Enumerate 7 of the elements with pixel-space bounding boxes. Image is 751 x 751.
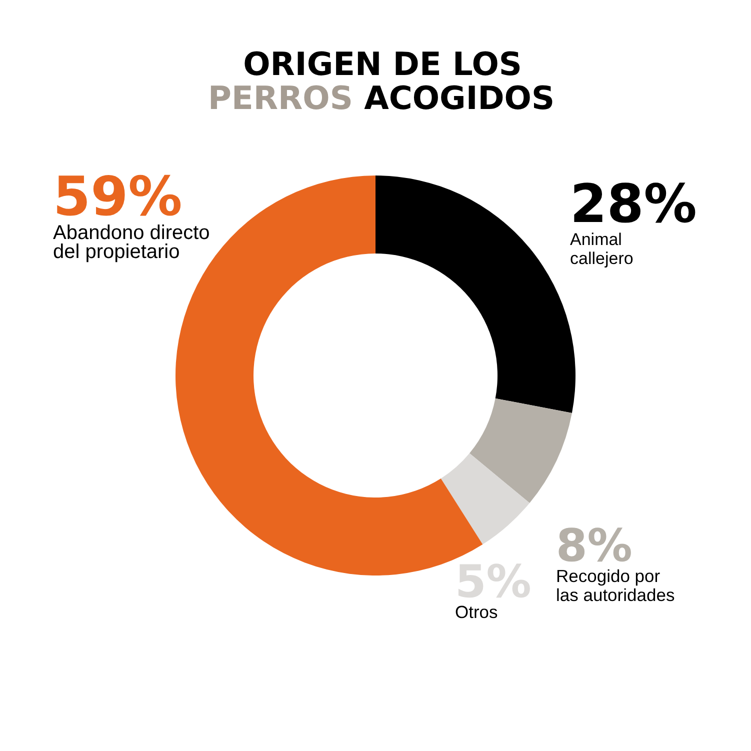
slice-label: Animal callejero [570,230,634,268]
donut-slice [470,398,572,503]
chart-title: ORIGEN DE LOS PERROS ACOGIDOS [208,45,555,117]
slice-label: Otros [455,602,498,622]
donut-slice [440,453,530,544]
slice-label: Abandono directo del propietario [53,222,210,263]
slice-label: Recogido por las autoridades [556,566,675,605]
